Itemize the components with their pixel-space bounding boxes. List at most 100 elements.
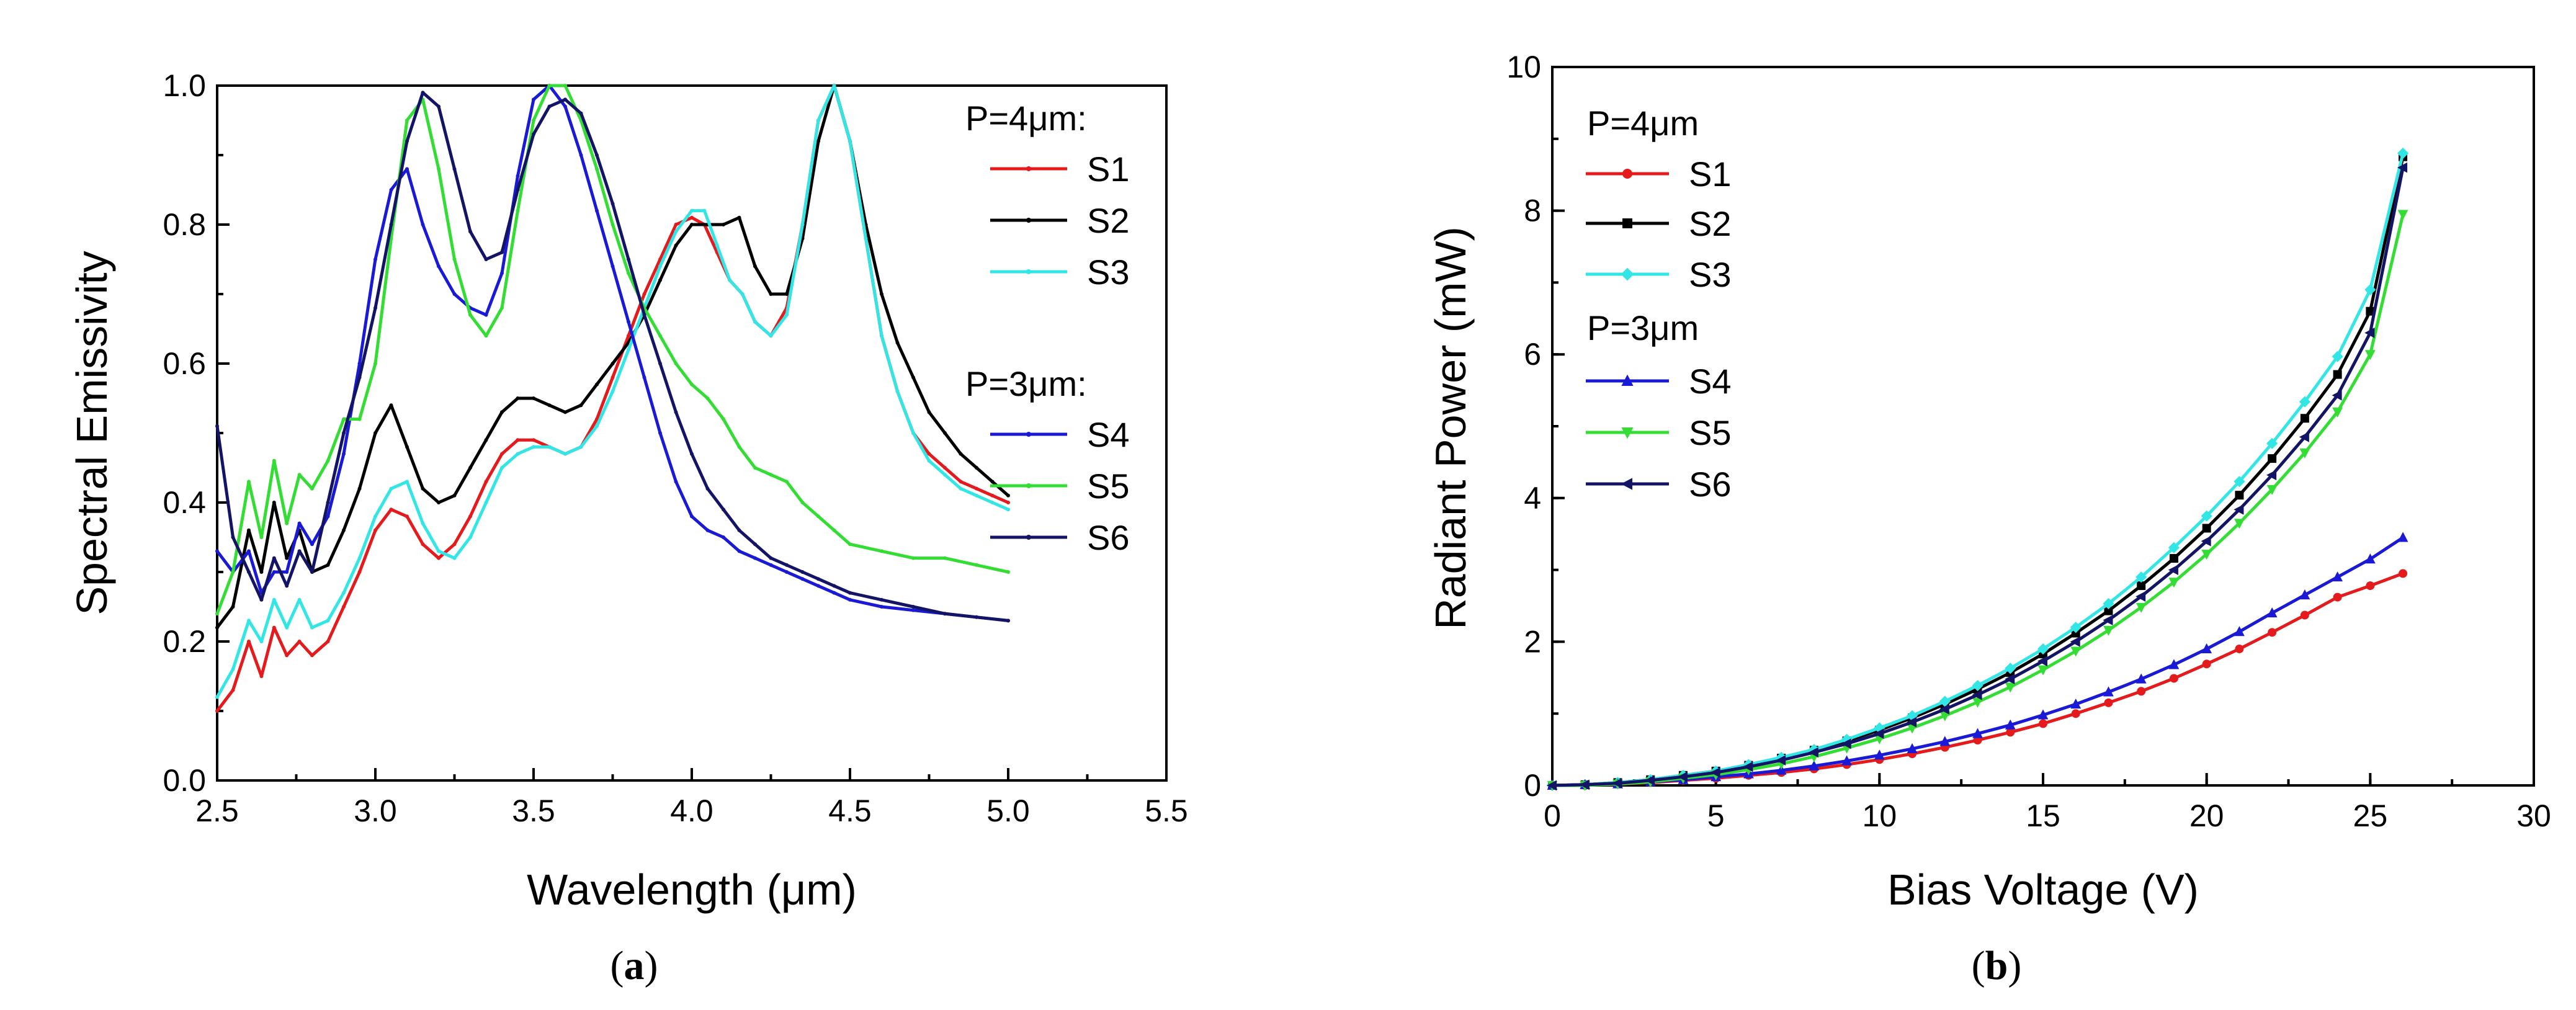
a-data-point-s6 — [753, 542, 757, 547]
a-data-point-s2 — [357, 486, 362, 491]
a-data-point-s6 — [705, 486, 710, 491]
a-data-point-s4 — [642, 375, 646, 380]
a-data-point-s2 — [500, 410, 504, 414]
a-data-point-s5 — [1006, 570, 1010, 574]
a-data-point-s5 — [563, 84, 567, 87]
a-data-point-s5 — [373, 362, 377, 365]
a-data-point-s6 — [579, 111, 583, 115]
a-data-point-s5 — [357, 417, 362, 421]
a-data-point-s2 — [247, 528, 251, 532]
a-data-point-s2 — [373, 431, 377, 435]
a-data-point-s3 — [452, 556, 457, 560]
panel-b-legend: P=4μm P=3μm S1 S2 S3 S4 S5 S6 — [1586, 104, 1732, 504]
a-data-point-s6 — [911, 605, 915, 609]
a-data-point-s1 — [610, 375, 615, 380]
a-data-point-s3 — [342, 591, 346, 595]
a-data-point-s6 — [357, 375, 362, 380]
a-data-point-s1 — [285, 653, 289, 658]
b-data-point-s3 — [2397, 147, 2409, 159]
b-data-point-s1 — [2006, 728, 2015, 737]
a-data-point-s6 — [437, 104, 441, 109]
a-data-point-s2 — [452, 493, 457, 498]
a-data-point-s5 — [832, 528, 836, 532]
a-data-point-s3 — [800, 223, 805, 226]
a-data-point-s4 — [627, 320, 630, 324]
a-data-point-s6 — [563, 97, 567, 102]
a-data-point-s5 — [484, 334, 488, 338]
a-data-point-s4 — [674, 480, 678, 484]
a-data-point-s4 — [310, 542, 314, 547]
b-data-point-s4 — [2103, 686, 2114, 697]
panel-b-caption: (b) — [1972, 943, 2022, 988]
b-data-point-s2 — [2071, 628, 2080, 638]
a-data-point-s5 — [785, 480, 789, 484]
b-y-tick-label: 0 — [1524, 768, 1541, 803]
a-data-point-s3 — [532, 445, 535, 449]
b-y-tick-label: 6 — [1524, 337, 1541, 372]
b-data-point-s3 — [2364, 284, 2376, 296]
a-data-point-s5 — [627, 271, 630, 275]
a-data-point-s2 — [690, 223, 694, 226]
a-y-tick-label: 0.2 — [163, 624, 206, 659]
b-data-point-s1 — [2137, 687, 2146, 696]
a-data-point-s5 — [722, 417, 725, 421]
a-data-point-s1 — [943, 466, 947, 470]
panel-a-series-group — [215, 84, 1010, 713]
a-data-point-s2 — [516, 396, 520, 400]
a-series-line-s5 — [215, 84, 1010, 615]
a-data-point-s6 — [373, 306, 377, 310]
b-x-tick-label: 20 — [2189, 798, 2224, 833]
a-data-point-s6 — [785, 563, 789, 567]
a-data-point-s4 — [705, 528, 710, 532]
a-data-point-s5 — [405, 118, 409, 122]
a-data-point-s1 — [468, 514, 472, 519]
b-data-point-s5 — [1939, 711, 1951, 722]
a-data-point-s3 — [769, 334, 773, 338]
b-data-point-s6 — [1546, 780, 1557, 791]
b-data-point-s5 — [2037, 665, 2049, 676]
a-data-point-s2 — [532, 396, 535, 400]
panel-a-legend: P=4μm: P=3μm: S1 S2 S3 S4 S5 S6 — [965, 99, 1130, 557]
a-data-point-s6 — [674, 410, 678, 414]
a-data-point-s2 — [579, 403, 583, 408]
panel-b-radiant-power-chart: 0 5 10 15 20 25 30 0 2 4 6 8 10 Bias Voltage (V) Rad… — [1426, 50, 2551, 988]
b-data-point-s3 — [2332, 351, 2343, 362]
a-data-point-s4 — [389, 188, 393, 192]
b-data-point-s4 — [2135, 673, 2147, 684]
a-data-point-s5 — [452, 257, 457, 261]
a-data-point-s3 — [690, 208, 694, 213]
a-data-point-s4 — [753, 556, 757, 560]
panel-a-legend-label-s2: S2 — [1087, 201, 1130, 240]
b-data-point-s5 — [2332, 407, 2343, 418]
b-y-tick-label: 2 — [1524, 624, 1541, 659]
a-data-point-s3 — [785, 313, 789, 317]
a-data-point-s6 — [737, 528, 741, 532]
a-data-point-s1 — [627, 334, 630, 338]
panel-a-legend-label-s4: S4 — [1087, 415, 1130, 454]
b-series-line-s1 — [1550, 571, 2405, 787]
b-data-point-s5 — [2299, 448, 2310, 458]
a-data-point-s2 — [658, 278, 662, 282]
b-data-point-s6 — [2201, 535, 2211, 547]
panel-b-x-axis-label: Bias Voltage (V) — [1887, 865, 2199, 914]
a-data-point-s3 — [405, 480, 409, 484]
a-data-point-s5 — [911, 556, 915, 560]
a-legend-marker-s5 — [1026, 483, 1031, 488]
a-data-point-s6 — [326, 501, 330, 504]
a-data-point-s4 — [579, 153, 583, 157]
b-data-point-s6 — [2234, 504, 2244, 515]
a-data-point-s6 — [389, 223, 393, 226]
a-data-point-s6 — [405, 139, 409, 143]
a-data-point-s2 — [342, 528, 346, 532]
b-data-point-s3 — [2266, 437, 2278, 449]
a-data-point-s5 — [215, 612, 219, 616]
a-data-point-s6 — [421, 91, 425, 95]
a-data-point-s6 — [769, 556, 773, 560]
a-data-point-s1 — [421, 542, 425, 547]
a-data-point-s2 — [990, 480, 995, 484]
a-data-point-s4 — [297, 521, 302, 525]
b-data-point-s5 — [1972, 697, 1983, 708]
a-data-point-s5 — [975, 563, 978, 567]
a-data-point-s2 — [231, 605, 235, 609]
a-data-point-s2 — [943, 431, 947, 435]
